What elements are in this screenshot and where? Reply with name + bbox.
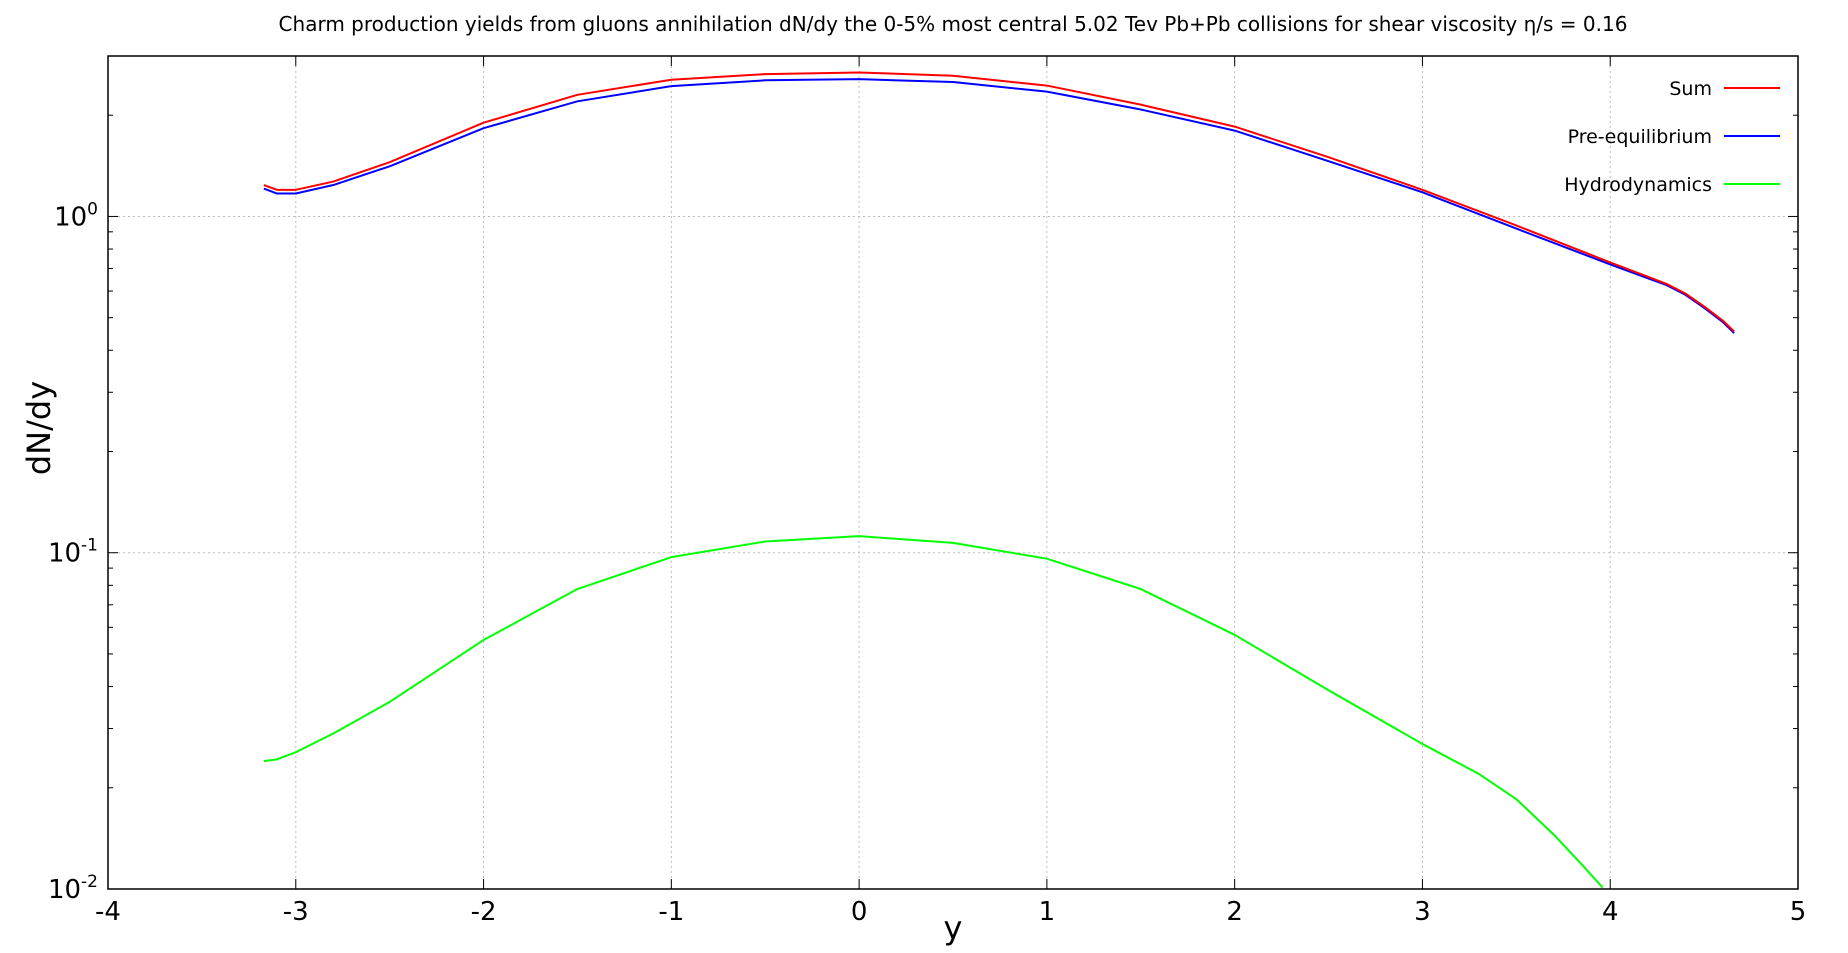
y-tick-base: 10 — [48, 539, 81, 569]
x-tick-labels: -4 -3 -2 -1 0 1 2 3 4 5 — [95, 897, 1806, 927]
grid — [108, 56, 1798, 889]
x-tick-label: 3 — [1414, 897, 1431, 927]
y-tick-label: 10-1 — [48, 536, 98, 569]
axis-ticks — [107, 56, 1799, 890]
y-tick-base: 10 — [48, 875, 81, 905]
x-tick-label: 2 — [1226, 897, 1243, 927]
x-tick-label: 4 — [1602, 897, 1619, 927]
y-tick-exponent: -2 — [81, 872, 98, 892]
chart-title: Charm production yields from gluons anni… — [279, 12, 1628, 36]
y-tick-label: 100 — [54, 199, 98, 232]
x-tick-label: 0 — [851, 897, 868, 927]
legend-label: Hydrodynamics — [1564, 174, 1712, 196]
series-line-pre-equilibrium — [263, 78, 1735, 334]
series-line-sum — [263, 71, 1735, 333]
plot-frame — [107, 55, 1799, 890]
y-tick-label: 10-2 — [48, 872, 98, 905]
legend: Sum Pre-equilibrium Hydrodynamics — [1564, 78, 1780, 196]
x-tick-label: 1 — [1039, 897, 1056, 927]
x-tick-label: -2 — [471, 897, 497, 927]
legend-label: Pre-equilibrium — [1568, 126, 1712, 148]
x-axis-label: y — [944, 909, 963, 947]
y-axis-label: dN/dy — [20, 381, 58, 475]
x-tick-label: -4 — [95, 897, 121, 927]
legend-label: Sum — [1669, 78, 1712, 100]
y-tick-exponent: -1 — [81, 536, 98, 556]
x-tick-label: -3 — [283, 897, 309, 927]
x-tick-label: 5 — [1790, 897, 1807, 927]
data-series — [263, 71, 1735, 889]
y-tick-base: 10 — [54, 202, 87, 232]
y-tick-exponent: 0 — [87, 199, 98, 219]
series-line-hydrodynamics — [263, 535, 1604, 889]
x-tick-label: -1 — [658, 897, 684, 927]
